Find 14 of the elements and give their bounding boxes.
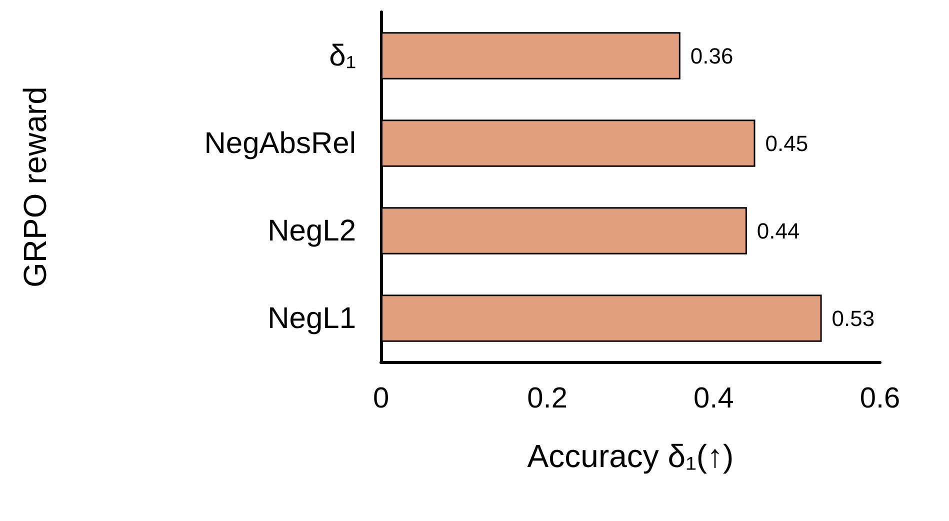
x-tick-label: 0.2 <box>527 382 568 414</box>
data-label: 0.53 <box>832 306 875 331</box>
x-tick-label: 0.6 <box>860 382 900 414</box>
data-label: 0.44 <box>756 218 800 244</box>
x-axis-title: Accuracy δ₁(↑) <box>527 438 734 474</box>
y-tick-label: δ₁ <box>329 39 356 72</box>
x-tick-label: 0 <box>372 382 390 414</box>
x-tick-label: 0.4 <box>694 382 734 414</box>
y-tick-label: NegL2 <box>268 214 356 248</box>
y-tick-label: NegAbsRel <box>204 126 356 160</box>
y-axis-title: GRPO reward <box>17 86 53 288</box>
data-label: 0.45 <box>765 130 808 156</box>
y-tick-label: NegL1 <box>268 302 356 335</box>
data-label: 0.36 <box>690 43 734 68</box>
